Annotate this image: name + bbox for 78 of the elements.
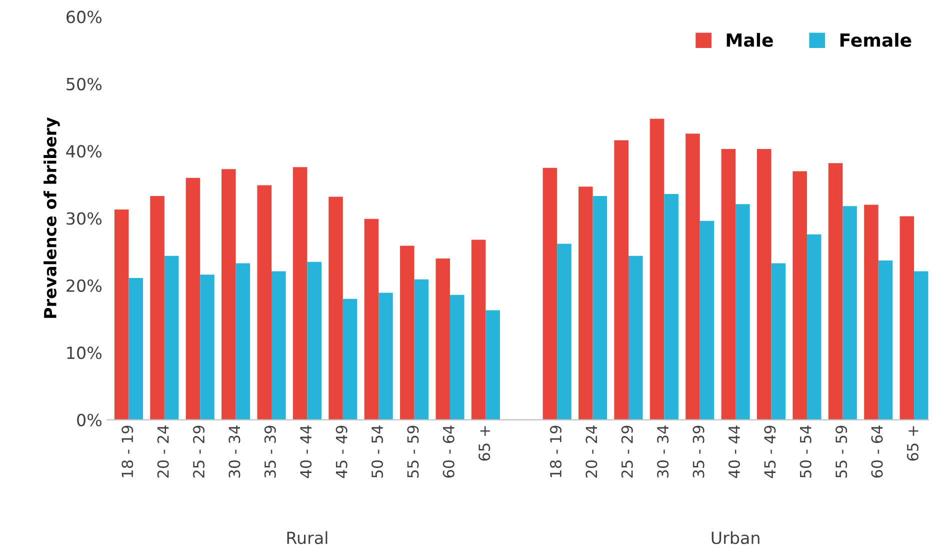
bar [557,244,572,420]
legend-label: Male [726,32,773,47]
bar [878,260,893,420]
bar [400,246,414,420]
x-tick-label: 20 - 24 [157,425,169,478]
x-tick-label: 40 - 44 [300,425,312,478]
bar [900,216,914,420]
bar [864,204,878,420]
bar [664,194,678,420]
bar [842,206,857,420]
bar [378,292,393,420]
x-tick-label: 18 - 19 [550,426,562,478]
bar [471,240,486,420]
y-tick-label: 40% [66,145,102,158]
bar [914,271,928,420]
bar [150,196,164,420]
bar [700,220,714,420]
bar [771,263,786,420]
y-tick-label: 0% [77,414,102,426]
x-tick-label: 50 - 54 [800,425,812,478]
bar [628,256,643,420]
legend-label: Female [840,32,912,47]
bar [414,279,429,420]
x-tick-label: 55 - 59 [407,426,419,478]
x-tick-label: 30 - 34 [657,425,669,478]
x-tick-label: 50 - 54 [371,425,384,478]
x-tick-label: 45 - 49 [764,426,776,478]
bar [114,209,129,420]
x-tick-label: 25 - 29 [192,426,205,478]
bar [450,294,464,420]
bar [806,234,822,420]
bar [200,274,214,420]
x-tick-label: 20 - 24 [586,425,598,478]
bar [307,262,322,420]
x-tick-label: 35 - 39 [692,426,704,478]
bar [292,167,308,420]
y-tick-label: 50% [66,78,102,90]
bar [486,310,500,420]
bar [828,163,843,420]
bar [364,218,379,420]
bar [650,118,664,420]
bar [614,140,628,420]
x-tick-label: 65 + [906,426,918,461]
bar [436,258,450,420]
bar [756,149,772,420]
y-tick-label: 60% [66,10,102,24]
y-axis-title: Prevalence of bribery [44,117,60,318]
bar [328,196,343,420]
bar [272,271,286,420]
x-tick-label: 55 - 59 [836,426,848,478]
x-tick-label: 18 - 19 [122,426,134,478]
bar [222,169,236,420]
text: Rural [287,531,328,544]
bar [542,168,558,420]
bar [236,263,250,420]
x-tick-label: 60 - 64 [871,425,883,478]
bar [721,149,736,420]
bar [342,298,358,420]
bar [186,178,200,420]
bar [257,185,272,420]
bar [164,256,179,420]
x-tick-label: 30 - 34 [228,425,240,478]
bar [592,196,608,420]
x-tick-label: 35 - 39 [264,426,276,478]
x-tick-label: 65 + [478,426,490,461]
bar [578,186,593,420]
bar [792,171,807,420]
x-tick-label: 60 - 64 [442,425,454,478]
y-tick-label: 20% [66,279,102,292]
bar [686,134,700,420]
y-tick-label: 10% [67,346,102,360]
text: Urban [712,531,760,544]
x-tick-label: 25 - 29 [621,426,633,478]
bar [128,278,143,420]
bar [736,204,750,420]
y-tick-label: 30% [66,212,102,225]
x-tick-label: 45 - 49 [336,426,348,478]
x-tick-label: 40 - 44 [728,425,740,478]
